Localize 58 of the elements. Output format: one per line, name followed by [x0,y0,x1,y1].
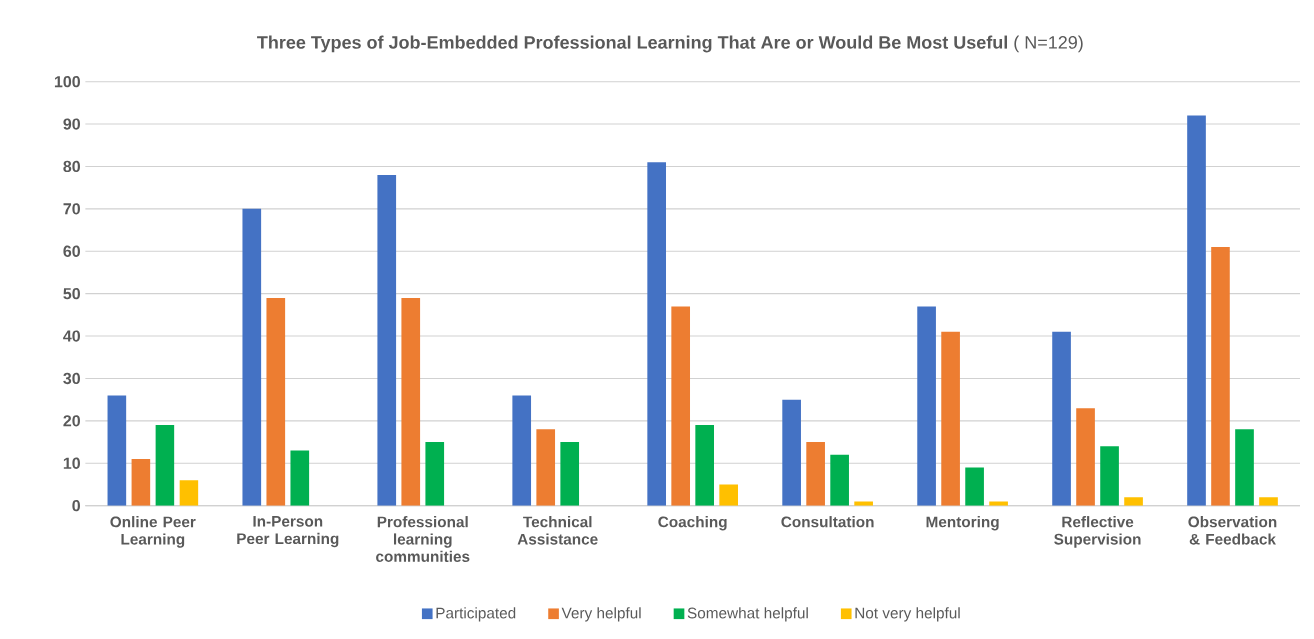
y-tick-label: 50 [63,288,80,300]
legend-label: Not very helpful [855,607,960,622]
bar [179,480,199,506]
bar [830,454,849,506]
bar [536,429,556,506]
bar [695,425,714,506]
x-tick-label: Online Peer Learning [110,516,196,548]
legend-label: Very helpful [561,607,641,622]
bar [989,501,1008,506]
bar [107,395,127,506]
bar [425,442,445,506]
bar [1235,429,1254,506]
bar [1187,115,1206,506]
x-tick-label: Coaching [658,516,727,531]
bar [512,395,532,506]
bar [1076,408,1095,506]
x-tick-label: Consultation [781,516,874,528]
y-tick-label: 80 [63,160,80,173]
bar [242,208,262,506]
bar [401,297,421,506]
bar [266,297,286,506]
bar [854,501,873,506]
x-tick-label: Technical Assistance [517,516,598,545]
y-tick-label: 10 [63,457,80,469]
bar [671,306,691,506]
y-tick-label: 60 [63,245,80,257]
legend-label: Participated [436,607,516,622]
x-tick-label: In-Person Peer Learning [237,516,339,548]
bar [806,442,825,506]
y-tick-label: 90 [63,118,80,130]
bar [1052,331,1071,506]
y-tick-label: 30 [63,372,80,385]
bar [941,331,960,506]
bar [647,162,667,506]
bar [155,425,175,506]
bar [560,442,580,506]
y-tick-label: 20 [63,415,80,427]
y-tick-label: 70 [63,203,80,215]
bar [290,450,310,506]
bar [377,174,397,506]
bar [131,459,151,506]
y-tick-label: 0 [72,499,80,512]
chart-title: Three Types of Job-Embedded Professional Learning That Are or Would Be Most Useful ( N=129) [257,35,1083,53]
legend-label: Somewhat helpful [687,607,808,622]
bar [1100,446,1119,506]
y-tick-label: 100 [54,76,80,88]
x-tick-label: Mentoring [926,516,999,531]
bar [1211,247,1230,506]
bar [782,399,801,506]
bar [719,484,738,506]
bar [917,306,936,506]
bar [965,467,984,506]
bar [1259,497,1278,506]
x-tick-label: Reflective Supervision [1054,516,1141,548]
x-tick-label: Observation & Feedback [1188,516,1277,545]
y-tick-label: 40 [63,330,80,342]
x-tick-label: Professional learning communities [376,516,470,562]
bar [1124,497,1143,506]
